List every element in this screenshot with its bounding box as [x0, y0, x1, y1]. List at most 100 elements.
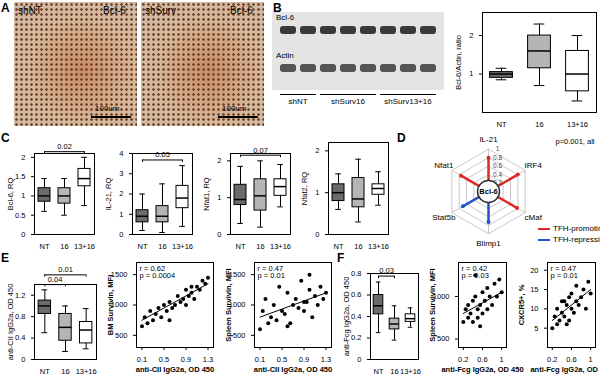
svg-text:0.2: 0.2 — [547, 355, 557, 364]
svg-text:13+16: 13+16 — [76, 367, 97, 375]
svg-text:13+16: 13+16 — [567, 120, 588, 129]
svg-text:0: 0 — [217, 230, 221, 239]
svg-text:15: 15 — [530, 285, 538, 294]
svg-text:1: 1 — [21, 191, 25, 200]
svg-text:Spleen Survivin, MFI: Spleen Survivin, MFI — [428, 268, 437, 341]
svg-text:0.4: 0.4 — [15, 333, 25, 342]
svg-text:0.9: 0.9 — [181, 355, 191, 364]
svg-text:r = 0.42p = 0.03: r = 0.42p = 0.03 — [462, 264, 489, 281]
svg-text:500: 500 — [115, 331, 128, 340]
svg-text:0.5: 0.5 — [15, 211, 25, 220]
svg-text:0.6: 0.6 — [351, 290, 361, 299]
svg-text:BM Survivin, MFI: BM Survivin, MFI — [106, 275, 115, 335]
svg-text:0.6: 0.6 — [566, 355, 576, 364]
svg-text:0.2: 0.2 — [458, 355, 468, 364]
svg-text:0: 0 — [21, 355, 25, 364]
svg-text:0.8: 0.8 — [15, 312, 25, 321]
svg-text:0.03: 0.03 — [379, 266, 394, 275]
svg-text:0.02: 0.02 — [57, 142, 72, 151]
svg-text:1: 1 — [315, 188, 319, 197]
svg-text:1.2: 1.2 — [15, 291, 25, 300]
svg-text:IL-21, RQ: IL-21, RQ — [104, 178, 113, 211]
svg-text:IRF4: IRF4 — [525, 161, 543, 170]
svg-text:0.2: 0.2 — [351, 333, 361, 342]
svg-text:NT: NT — [138, 242, 148, 251]
svg-text:0.1: 0.1 — [255, 355, 265, 364]
svg-text:2: 2 — [119, 189, 123, 198]
svg-text:0: 0 — [21, 230, 25, 239]
svg-text:16: 16 — [535, 120, 543, 129]
svg-text:16: 16 — [60, 242, 68, 251]
svg-text:Bcl-6, RQ: Bcl-6, RQ — [6, 178, 15, 211]
svg-text:1: 1 — [217, 193, 221, 202]
svg-text:16: 16 — [390, 367, 398, 375]
svg-text:0: 0 — [357, 355, 361, 364]
svg-text:16: 16 — [158, 242, 166, 251]
svg-text:p=0.001, all: p=0.001, all — [556, 137, 595, 146]
svg-text:anti-Fcg IgG2a, OD 450: anti-Fcg IgG2a, OD 450 — [441, 365, 523, 374]
svg-text:10: 10 — [530, 304, 538, 313]
svg-text:0: 0 — [119, 230, 123, 239]
svg-text:1: 1 — [500, 355, 504, 364]
svg-text:0.6: 0.6 — [477, 355, 487, 364]
svg-text:0: 0 — [315, 230, 319, 239]
svg-text:0.1: 0.1 — [137, 355, 147, 364]
svg-text:NT: NT — [40, 242, 50, 251]
svg-text:0.9: 0.9 — [299, 355, 309, 364]
svg-text:13+16: 13+16 — [400, 367, 421, 375]
svg-text:0.5: 0.5 — [277, 355, 287, 364]
svg-text:Nfat1, RQ: Nfat1, RQ — [202, 177, 211, 211]
svg-text:1.5: 1.5 — [15, 172, 25, 181]
svg-text:0.8: 0.8 — [351, 269, 361, 278]
svg-text:Stat5b: Stat5b — [432, 213, 456, 222]
svg-text:13+16: 13+16 — [74, 242, 95, 251]
svg-text:anti-CII IgG2a, OD 450: anti-CII IgG2a, OD 450 — [6, 284, 15, 361]
svg-text:anti-CII IgG2a, OD 450: anti-CII IgG2a, OD 450 — [254, 365, 332, 374]
svg-text:3: 3 — [119, 169, 123, 178]
svg-text:r = 0.62p = 0.0004: r = 0.62p = 0.0004 — [140, 264, 176, 281]
svg-text:CXCR5+, %: CXCR5+, % — [517, 284, 526, 325]
svg-text:4: 4 — [119, 149, 123, 158]
svg-text:0.8: 0.8 — [493, 154, 502, 161]
svg-text:5: 5 — [534, 324, 538, 333]
svg-text:0.4: 0.4 — [493, 171, 502, 178]
svg-text:0.01: 0.01 — [58, 265, 73, 274]
svg-text:500: 500 — [437, 334, 450, 343]
svg-text:Blimp1: Blimp1 — [476, 239, 501, 248]
svg-text:13+16: 13+16 — [172, 242, 193, 251]
svg-text:500: 500 — [233, 331, 246, 340]
svg-text:20: 20 — [530, 266, 538, 275]
svg-text:13+16: 13+16 — [270, 242, 291, 251]
svg-text:r = 0.47p = 0.01: r = 0.47p = 0.01 — [551, 264, 578, 281]
svg-text:1: 1 — [496, 145, 500, 152]
svg-text:NT: NT — [334, 242, 344, 251]
svg-text:Spleen Survivin, MFI: Spleen Survivin, MFI — [224, 268, 233, 341]
svg-text:0.6: 0.6 — [493, 162, 502, 169]
svg-text:cMaf: cMaf — [525, 213, 543, 222]
svg-text:16: 16 — [354, 242, 362, 251]
svg-text:IL-21: IL-21 — [479, 135, 498, 144]
svg-text:1.3: 1.3 — [321, 355, 331, 364]
svg-text:NT: NT — [236, 242, 246, 251]
svg-text:NT: NT — [497, 120, 507, 129]
svg-text:r = 0.47p = 0.01: r = 0.47p = 0.01 — [258, 264, 285, 281]
svg-text:Bcl-6: Bcl-6 — [479, 187, 497, 196]
svg-text:1.3: 1.3 — [203, 355, 213, 364]
svg-text:anti-CII IgG2a, OD 450: anti-CII IgG2a, OD 450 — [136, 365, 214, 374]
svg-text:16: 16 — [256, 242, 264, 251]
svg-text:16: 16 — [61, 367, 69, 375]
svg-text:anti-Fcg IgG2a, OD 450: anti-Fcg IgG2a, OD 450 — [342, 277, 351, 357]
svg-text:Nfat1: Nfat1 — [434, 161, 454, 170]
svg-text:0.05: 0.05 — [155, 150, 170, 159]
svg-text:1: 1 — [119, 210, 123, 219]
svg-text:1: 1 — [469, 69, 473, 78]
svg-text:2: 2 — [21, 153, 25, 162]
svg-text:0.5: 0.5 — [159, 355, 169, 364]
svg-text:Bcl-6/Actin, ratio: Bcl-6/Actin, ratio — [454, 35, 463, 90]
svg-text:0.04: 0.04 — [48, 275, 63, 284]
svg-text:2: 2 — [469, 31, 473, 40]
svg-text:0.07: 0.07 — [253, 146, 268, 155]
svg-text:0.4: 0.4 — [351, 312, 361, 321]
svg-text:1: 1 — [589, 355, 593, 364]
svg-text:anti-Fcg IgG2a, OD 450: anti-Fcg IgG2a, OD 450 — [530, 365, 600, 374]
